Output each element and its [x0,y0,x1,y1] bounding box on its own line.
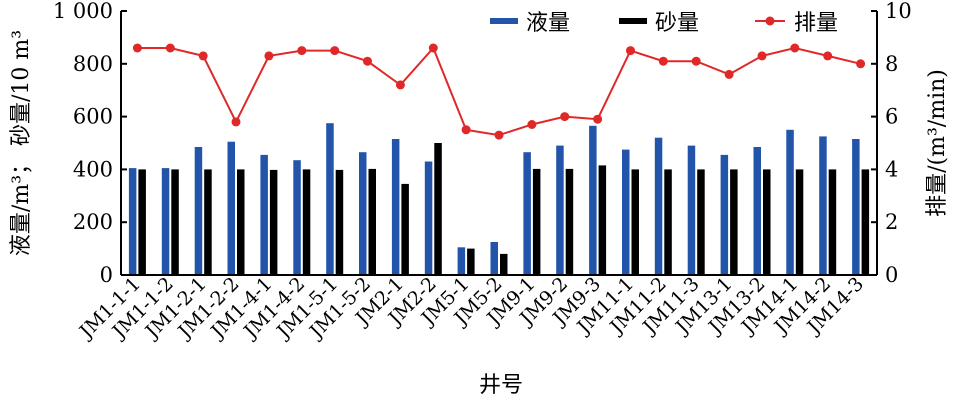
legend-label-sand: 砂量 [655,11,699,36]
rate-point [428,43,438,53]
bar-liquid [687,145,696,275]
rate-point [790,43,800,53]
rate-point [560,112,570,122]
bar-sand [171,169,179,275]
bar-sand [138,169,146,275]
legend-label-rate: 排量 [794,11,838,36]
legend-swatch-sand [619,18,647,24]
rate-point [165,43,175,53]
y-left-tick-label: 400 [73,157,113,181]
bar-sand [697,169,705,275]
bar-sand [237,169,245,275]
bar-sand [269,169,278,275]
bar-sand [861,169,870,275]
rate-point [132,43,142,53]
y-left-tick-label: 600 [73,105,113,129]
bar-sand [467,248,475,275]
bar-sand [302,169,311,275]
axes-layer [120,10,878,276]
bar-liquid [654,137,663,275]
legend-swatch-liquid [490,18,518,24]
rate-point [593,114,603,124]
bar-liquid [720,154,729,275]
bar-liquid [359,152,367,275]
bar-sand [730,169,738,275]
bar-liquid [556,145,564,275]
bar-liquid [424,161,433,275]
y-right-tick-label: 4 [885,157,898,181]
bar-liquid [753,147,761,275]
bar-liquid [490,242,498,275]
rate-point [527,120,537,129]
rate-point [330,46,340,56]
x-axis-title: 井号 [479,373,523,398]
bar-liquid [523,152,531,275]
bar-sand [565,168,574,275]
rate-point [823,51,833,61]
y-left-tick-label: 0 [100,263,113,287]
bar-liquid [786,129,794,275]
bar-sand [763,169,771,275]
bar-sand [532,168,541,275]
y-left-tick-label: 200 [73,210,113,234]
y-left-tick-label: 800 [73,52,113,76]
y-right-tick-label: 2 [885,210,898,234]
bar-liquid [852,139,860,275]
rate-point [658,56,668,66]
bar-liquid [293,160,301,275]
y-right-axis-title: 排量/(m³/min) [925,69,950,217]
bars-layer [128,123,870,275]
legend: 液量 砂量 排量 [490,11,838,36]
rate-point [626,46,635,56]
y-right-tick-label: 6 [885,105,898,129]
y-left-tick-label: 1 000 [53,0,113,23]
rate-point [856,59,866,69]
bar-sand [368,168,376,275]
bar-sand [828,169,837,275]
bar-liquid [260,154,268,275]
bar-sand [631,169,639,275]
bar-liquid [161,168,170,275]
bar-liquid [819,136,827,275]
rate-point [297,46,307,56]
bar-liquid [227,141,235,275]
legend-swatch-rate-marker [765,16,775,26]
rate-point [363,56,372,66]
bar-sand [598,165,607,275]
bar-liquid [457,247,466,275]
rate-point [198,51,208,61]
bar-liquid [622,149,630,275]
bar-liquid [391,139,400,275]
y-left-axis-title: 液量/m³； 砂量/10 m³ [9,30,34,256]
bar-sand [204,169,212,275]
bar-liquid [589,125,597,275]
bar-liquid [326,123,334,275]
legend-label-liquid: 液量 [526,11,570,36]
bar-sand [500,253,508,275]
rate-point [264,51,274,61]
rate-point [757,51,767,61]
bar-sand [434,143,442,275]
y-right-tick-label: 0 [885,263,898,287]
bar-liquid [194,147,203,275]
bar-sand [335,169,344,275]
rate-point [231,117,241,127]
bar-sand [401,183,409,275]
rate-point [691,56,701,66]
y-right-tick-label: 10 [885,0,912,23]
rate-point [724,69,734,79]
rate-point [461,125,471,135]
rate-line [137,46,861,137]
bar-sand [795,169,804,275]
rate-point [395,80,405,90]
bar-liquid [128,168,137,275]
rate-point [494,130,504,140]
line-layer [132,43,866,140]
bar-sand [664,169,672,275]
y-right-tick-label: 8 [885,52,898,76]
